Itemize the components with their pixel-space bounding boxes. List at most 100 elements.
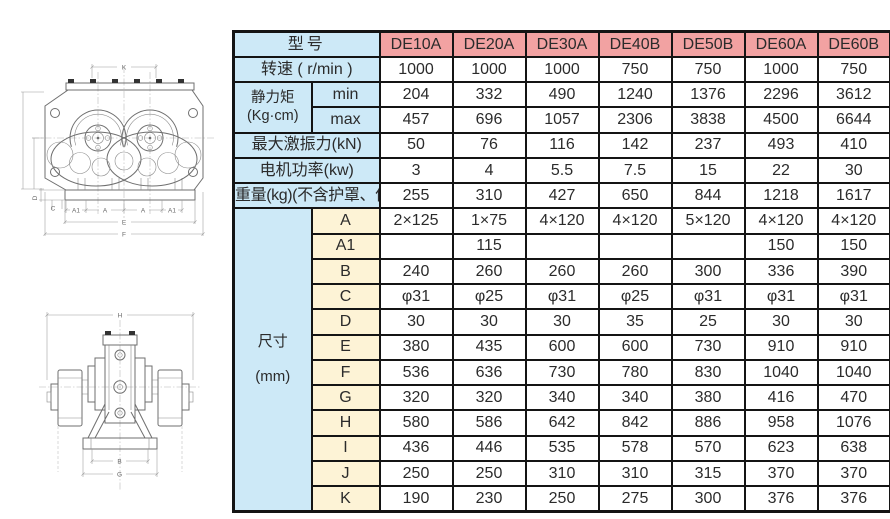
dim-letter: C <box>310 282 381 311</box>
value-cell: φ25 <box>597 282 673 311</box>
value-cell: 22 <box>743 156 819 185</box>
table-row: 尺寸 (mm) A 2×125 1×75 4×120 4×120 5×120 4×120 4×12… <box>232 207 890 513</box>
value-cell: 30 <box>451 308 527 336</box>
corner-holes <box>50 108 198 177</box>
value-cell: 340 <box>524 383 600 412</box>
dim-letter: K <box>310 485 381 513</box>
value-cell: 340 <box>597 383 673 412</box>
dim-letter: D <box>310 308 381 336</box>
value-cell: 310 <box>597 459 673 488</box>
value-cell: 780 <box>597 358 673 387</box>
table-row: max 457 696 1057 2306 3838 4500 6644 <box>234 106 890 134</box>
value-cell: 255 <box>378 181 454 210</box>
value-cell: φ31 <box>670 282 746 311</box>
value-cell: 623 <box>743 434 819 462</box>
value-cell: 76 <box>451 131 527 159</box>
group-label-cell: 静力矩 (Kg·cm) <box>232 81 313 134</box>
value-cell: 6644 <box>816 106 890 134</box>
value-cell: 2×125 <box>378 207 454 235</box>
value-cell: 642 <box>524 409 600 437</box>
model-header: DE50B <box>670 30 746 58</box>
value-cell: 886 <box>670 409 746 437</box>
value-cell <box>378 232 454 260</box>
value-cell: 750 <box>816 55 890 84</box>
value-cell: 336 <box>743 257 819 286</box>
value-cell: 5.5 <box>524 156 600 185</box>
value-cell: 750 <box>670 55 746 84</box>
value-cell: 1040 <box>743 358 819 387</box>
value-cell: 332 <box>451 80 527 109</box>
value-cell: 446 <box>451 434 527 462</box>
value-cell: 310 <box>524 459 600 488</box>
group-unit: (Kg·cm) <box>246 108 299 125</box>
value-cell: 35 <box>597 308 673 336</box>
table-row: 静力矩 (Kg·cm) min 204 332 490 1240 1376 2296 3612 <box>232 80 890 134</box>
value-cell: 3 <box>378 156 454 185</box>
value-cell: 427 <box>524 181 600 210</box>
value-cell: 410 <box>816 131 890 159</box>
front-dimensions: K D C A1 A A A1 E F <box>21 64 205 239</box>
group-label: 静力矩 <box>251 90 295 107</box>
value-cell: 260 <box>524 257 600 286</box>
dim-label-f: F <box>122 232 126 239</box>
value-cell: 535 <box>524 434 600 462</box>
dim-label-h: H <box>118 313 123 320</box>
dim-label-g: G <box>117 472 122 479</box>
value-cell: φ31 <box>378 282 454 311</box>
dim-letter: B <box>310 257 381 286</box>
value-cell: 493 <box>743 131 819 159</box>
value-cell: 730 <box>670 333 746 361</box>
value-cell: 958 <box>743 409 819 437</box>
value-cell: 250 <box>524 485 600 513</box>
value-cell: 842 <box>597 409 673 437</box>
value-cell: 638 <box>816 434 890 462</box>
value-cell: φ31 <box>743 282 819 311</box>
value-cell: 320 <box>378 383 454 412</box>
dims-label: 尺寸 <box>257 332 288 350</box>
value-cell <box>670 232 746 260</box>
value-cell: 115 <box>451 232 527 260</box>
dim-letter: E <box>310 333 381 361</box>
row-label: 电机功率(kw) <box>232 156 381 185</box>
side-weights <box>46 369 194 472</box>
rail-bolts <box>68 79 184 83</box>
corner-label: 型号 <box>232 30 381 58</box>
value-cell: 7.5 <box>597 156 673 185</box>
value-cell: 570 <box>670 434 746 462</box>
left-hub <box>69 109 127 152</box>
spec-table: 型号 DE10A DE20A DE30A DE40B DE50B DE60A DE60B 转速 … <box>232 30 890 513</box>
value-cell: 376 <box>743 485 819 513</box>
value-cell: 230 <box>451 485 527 513</box>
value-cell: 1000 <box>451 55 527 84</box>
value-cell: 190 <box>378 485 454 513</box>
value-cell: 370 <box>816 459 890 488</box>
dim-label-e: E <box>122 220 127 227</box>
value-cell: 1000 <box>743 55 819 84</box>
value-cell <box>524 232 600 260</box>
value-cell: 844 <box>670 181 746 210</box>
value-cell: 1617 <box>816 181 890 210</box>
value-cell: 1376 <box>670 80 746 109</box>
dim-letter: H <box>310 409 381 437</box>
value-cell: 275 <box>597 485 673 513</box>
value-cell: 490 <box>524 80 600 109</box>
value-cell: 5×120 <box>670 207 746 235</box>
dim-letter: G <box>310 383 381 412</box>
value-cell: 390 <box>816 257 890 286</box>
table-row: A1 115 150 150 <box>234 232 890 260</box>
dim-label-a1-left: A1 <box>72 207 80 214</box>
value-cell: 250 <box>378 459 454 488</box>
value-cell: 300 <box>670 257 746 286</box>
table-row: G 320 320 340 340 380 416 470 <box>234 383 890 412</box>
side-base <box>82 403 158 450</box>
dim-letter: A <box>310 207 381 235</box>
value-cell: 730 <box>524 358 600 387</box>
value-cell: 636 <box>451 358 527 387</box>
value-cell: 240 <box>378 257 454 286</box>
value-cell: 250 <box>451 459 527 488</box>
table-row: I 436 446 535 578 570 623 638 <box>234 434 890 462</box>
value-cell: 2306 <box>597 106 673 134</box>
